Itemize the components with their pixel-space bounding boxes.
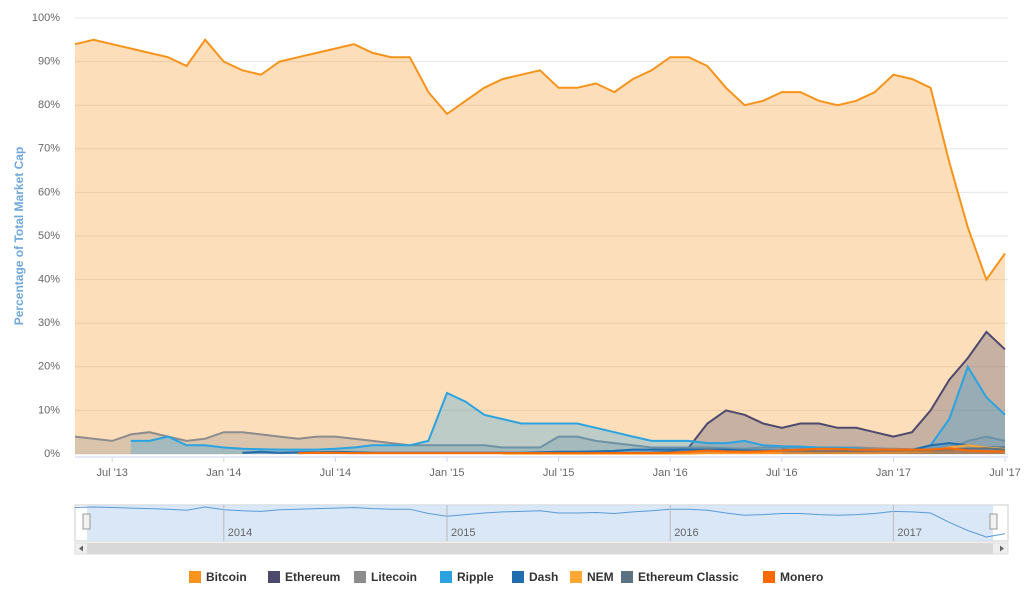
- legend-label[interactable]: Litecoin: [371, 570, 417, 584]
- navigator-label: 2015: [451, 527, 475, 539]
- area: [75, 39, 1005, 455]
- scrollbar-thumb[interactable]: [87, 543, 993, 554]
- y-tick-label: 20%: [38, 361, 60, 373]
- legend-label[interactable]: Monero: [780, 570, 823, 584]
- navigator-label: 2017: [897, 527, 921, 539]
- legend-swatch[interactable]: [570, 571, 582, 583]
- legend-swatch[interactable]: [763, 571, 775, 583]
- y-axis-label: Percentage of Total Market Cap: [12, 147, 26, 326]
- x-tick-label: Jul '13: [96, 467, 127, 479]
- legend-swatch[interactable]: [621, 571, 633, 583]
- y-tick-label: 30%: [38, 317, 60, 329]
- legend-label[interactable]: Dash: [529, 570, 558, 584]
- legend-swatch[interactable]: [440, 571, 452, 583]
- legend-label[interactable]: Ethereum: [285, 570, 340, 584]
- legend-swatch[interactable]: [268, 571, 280, 583]
- area: [577, 331, 1005, 454]
- legend-label[interactable]: Bitcoin: [206, 570, 247, 584]
- y-tick-label: 90%: [38, 56, 60, 68]
- legend-swatch[interactable]: [512, 571, 524, 583]
- navigator-label: 2014: [228, 527, 252, 539]
- line: [298, 447, 1005, 455]
- y-tick-label: 10%: [38, 404, 60, 416]
- legend-label[interactable]: Ripple: [457, 570, 494, 584]
- y-tick-label: 40%: [38, 274, 60, 286]
- x-tick-label: Jul '14: [320, 467, 351, 479]
- area: [130, 366, 1006, 454]
- navigator-handle[interactable]: [82, 513, 91, 530]
- x-tick-label: Jul '15: [543, 467, 574, 479]
- x-tick-label: Jan '14: [206, 467, 241, 479]
- navigator-line: [74, 506, 1006, 538]
- x-tick-label: Jan '15: [429, 467, 464, 479]
- y-tick-label: 100%: [32, 12, 60, 24]
- legend-swatch[interactable]: [189, 571, 201, 583]
- y-tick-label: 50%: [38, 230, 60, 242]
- navigator-handle[interactable]: [989, 513, 998, 530]
- x-tick-label: Jul '16: [766, 467, 797, 479]
- x-tick-label: Jul '17: [989, 467, 1020, 479]
- y-tick-label: 0%: [44, 448, 60, 460]
- line: [74, 38, 1006, 282]
- y-tick-label: 60%: [38, 186, 60, 198]
- x-tick-label: Jan '17: [876, 467, 911, 479]
- navigator-label: 2016: [674, 527, 698, 539]
- legend-label[interactable]: NEM: [587, 570, 614, 584]
- x-tick-label: Jan '16: [653, 467, 688, 479]
- legend-label[interactable]: Ethereum Classic: [638, 570, 739, 584]
- legend-swatch[interactable]: [354, 571, 366, 583]
- y-tick-label: 70%: [38, 143, 60, 155]
- line: [130, 364, 1006, 451]
- y-tick-label: 80%: [38, 99, 60, 111]
- area: [502, 445, 1005, 454]
